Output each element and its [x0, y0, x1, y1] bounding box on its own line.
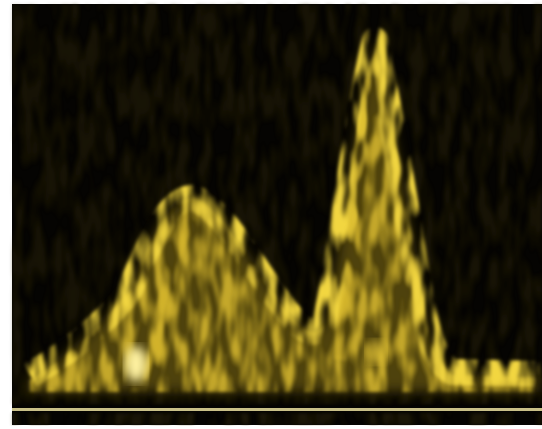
baseline [12, 408, 542, 411]
doppler-image [0, 0, 542, 429]
page [0, 0, 542, 429]
lower-noise [12, 413, 542, 425]
bright-spot [125, 346, 147, 382]
bright-spot [366, 340, 386, 364]
